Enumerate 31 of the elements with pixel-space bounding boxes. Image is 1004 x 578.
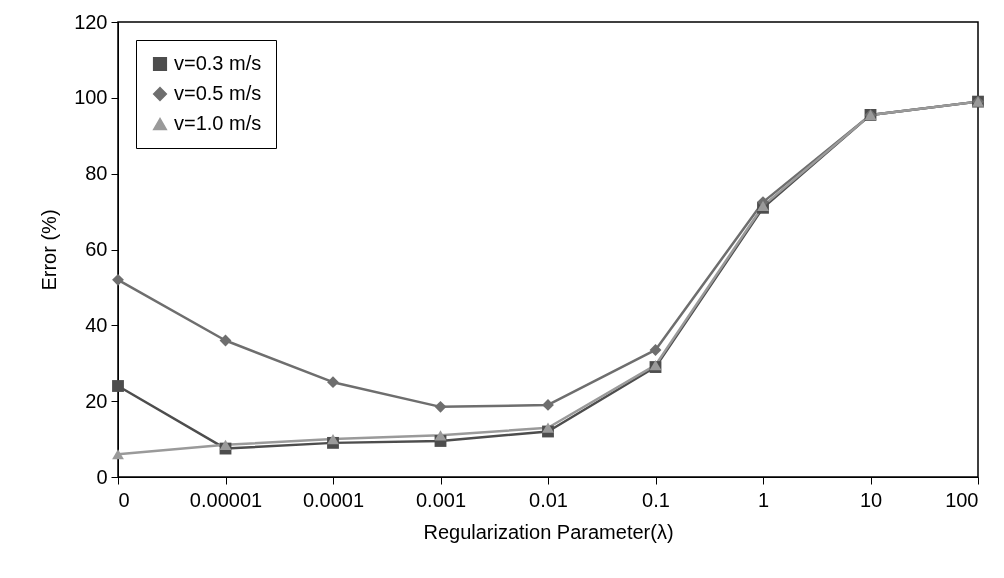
point	[649, 344, 662, 356]
point	[434, 430, 447, 441]
legend-label: v=0.3 m/s	[174, 52, 262, 74]
y-tick-label: 60	[85, 238, 108, 260]
y-tick-label: 0	[96, 465, 108, 488]
x-axis-title: Regularization Parameter(λ)	[423, 520, 674, 543]
x-tick-label: 0	[118, 488, 130, 511]
y-tick-label: 100	[74, 86, 108, 109]
legend-label: v=1.0 m/s	[174, 112, 262, 134]
point	[112, 449, 124, 460]
point	[219, 439, 232, 450]
y-axis-title: Error (%)	[38, 209, 61, 291]
x-tick-label: 100	[945, 488, 979, 511]
y-tick-label: 120	[74, 10, 108, 33]
point	[112, 380, 124, 392]
x-tick-label: 0.01	[529, 488, 568, 511]
x-tick-label: 10	[859, 488, 883, 511]
point	[327, 376, 339, 389]
point	[434, 400, 447, 413]
y-tick-label: 20	[85, 389, 108, 412]
y-tick-label: 40	[85, 313, 108, 336]
x-tick-label: 1	[757, 488, 770, 511]
y-tick-label: 80	[85, 162, 108, 185]
x-tick-label: 0.0001	[302, 488, 365, 511]
x-tick-label: 0.001	[415, 488, 467, 511]
x-tick-label: 0.00001	[189, 488, 263, 511]
point	[542, 422, 554, 433]
point	[327, 433, 339, 445]
x-tick-label: 0.1	[642, 488, 670, 511]
legend-label: v=0.5 m/s	[174, 82, 262, 104]
point	[112, 273, 124, 286]
